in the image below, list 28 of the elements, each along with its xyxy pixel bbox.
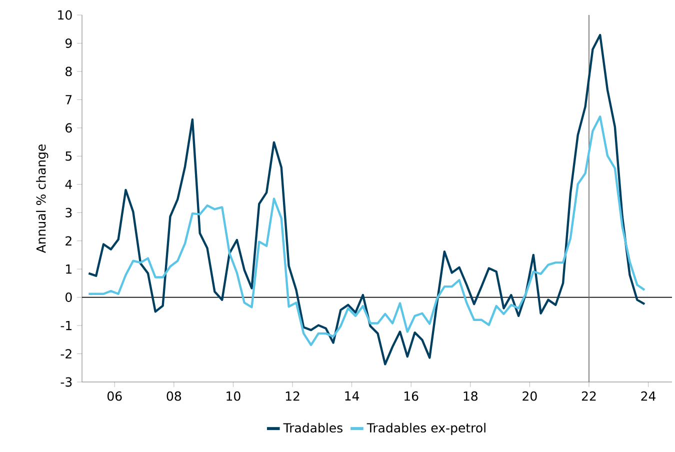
legend-label: Tradables ex-petrol	[366, 422, 486, 435]
y-tick-label: 8	[66, 66, 72, 76]
x-tick-label: 24	[641, 391, 656, 401]
y-tick-label: 10	[58, 10, 72, 20]
x-tick-label: 20	[522, 391, 537, 401]
x-tick-label: 16	[404, 391, 418, 401]
x-tick-label: 06	[108, 391, 122, 401]
y-tick-label: 5	[66, 152, 72, 161]
legend-label: Tradables	[283, 422, 342, 433]
y-tick-label: 1	[66, 264, 72, 274]
x-tick-label: 10	[226, 391, 240, 401]
x-tick-label: 08	[166, 391, 182, 401]
y-tick-label: 4	[65, 180, 72, 189]
x-tick-label: 14	[345, 391, 360, 400]
y-tick-label: -3	[60, 377, 72, 387]
y-tick-label: -2	[60, 349, 72, 358]
y-tick-label: 0	[66, 292, 72, 302]
x-tick-label: 22	[582, 391, 596, 401]
y-tick-label: 3	[66, 208, 72, 218]
y-tick-label: 7	[66, 95, 72, 104]
x-tick-label: 12	[286, 391, 300, 401]
y-tick-label: 2	[66, 236, 72, 246]
y-axis-title: Annual % change	[36, 144, 48, 254]
y-tick-label: 6	[66, 123, 72, 133]
line-series	[88, 34, 646, 366]
y-tick-label: 9	[65, 38, 72, 48]
y-tick-label: -1	[60, 320, 72, 330]
x-tick-label: 18	[464, 391, 478, 401]
